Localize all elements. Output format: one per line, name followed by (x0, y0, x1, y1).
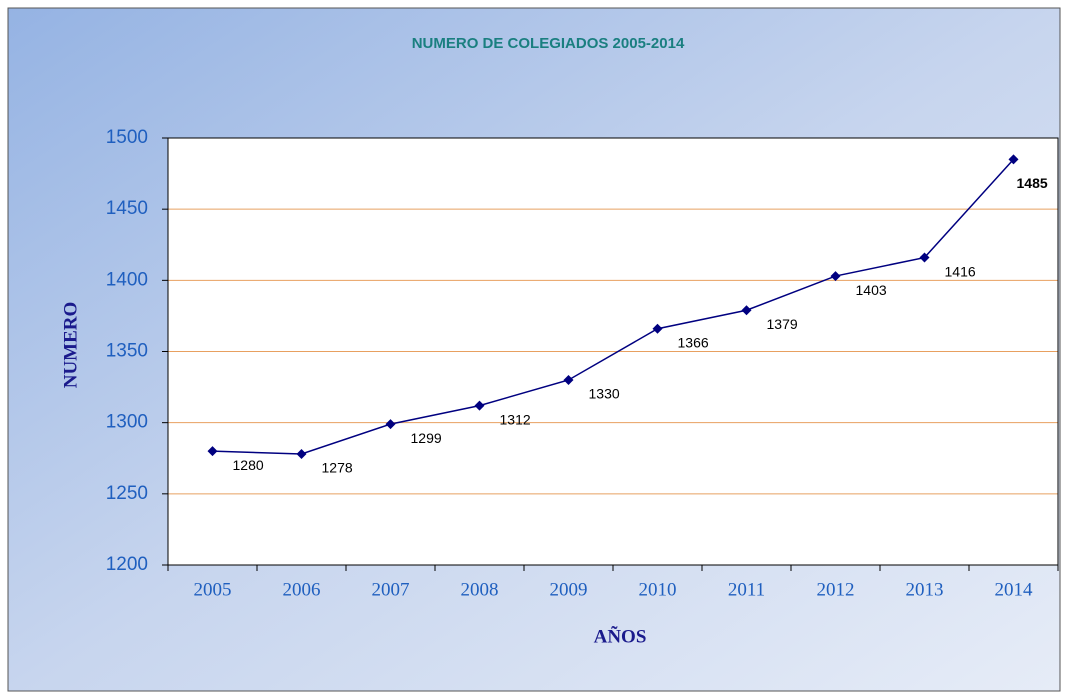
x-tick-label: 2012 (817, 579, 855, 600)
data-label: 1278 (322, 460, 353, 476)
x-tick-label: 2014 (995, 579, 1034, 600)
data-label: 1416 (945, 263, 976, 279)
data-label: 1330 (589, 386, 620, 402)
x-tick-label: 2013 (906, 579, 944, 600)
x-tick-label: 2007 (372, 579, 410, 600)
data-point (919, 252, 930, 263)
data-point (652, 323, 663, 334)
y-tick-label: 1300 (106, 412, 148, 433)
y-tick-label: 1500 (106, 127, 148, 148)
y-tick-label: 1350 (106, 341, 148, 362)
data-label: 1312 (500, 411, 531, 427)
y-axis-title: NUMERO (60, 302, 81, 389)
data-label: 1299 (411, 430, 442, 446)
x-tick-label: 2009 (550, 579, 588, 600)
data-point (1008, 154, 1019, 165)
x-tick-label: 2005 (194, 579, 232, 600)
x-tick-label: 2011 (728, 579, 765, 600)
data-line (212, 158, 1015, 455)
data-point (296, 448, 307, 459)
y-tick-label: 1450 (106, 198, 148, 219)
data-label: 1366 (678, 334, 709, 350)
x-tick-label: 2010 (639, 579, 677, 600)
data-label: 1280 (233, 457, 264, 473)
x-tick-label: 2006 (283, 579, 321, 600)
data-point (741, 305, 752, 316)
data-point (474, 400, 485, 411)
y-tick-label: 1200 (106, 554, 148, 575)
x-axis-title: AÑOS (594, 625, 647, 647)
data-point (385, 419, 396, 430)
y-tick-label: 1400 (106, 269, 148, 290)
data-point (830, 271, 841, 282)
x-tick-label: 2008 (461, 579, 499, 600)
chart-title: NUMERO DE COLEGIADOS 2005-2014 (412, 35, 685, 52)
y-tick-label: 1250 (106, 483, 148, 504)
data-label: 1379 (767, 316, 798, 332)
data-label: 1403 (856, 282, 887, 298)
data-point (207, 446, 218, 457)
data-point (563, 374, 574, 385)
data-label: 1485 (1017, 175, 1048, 191)
